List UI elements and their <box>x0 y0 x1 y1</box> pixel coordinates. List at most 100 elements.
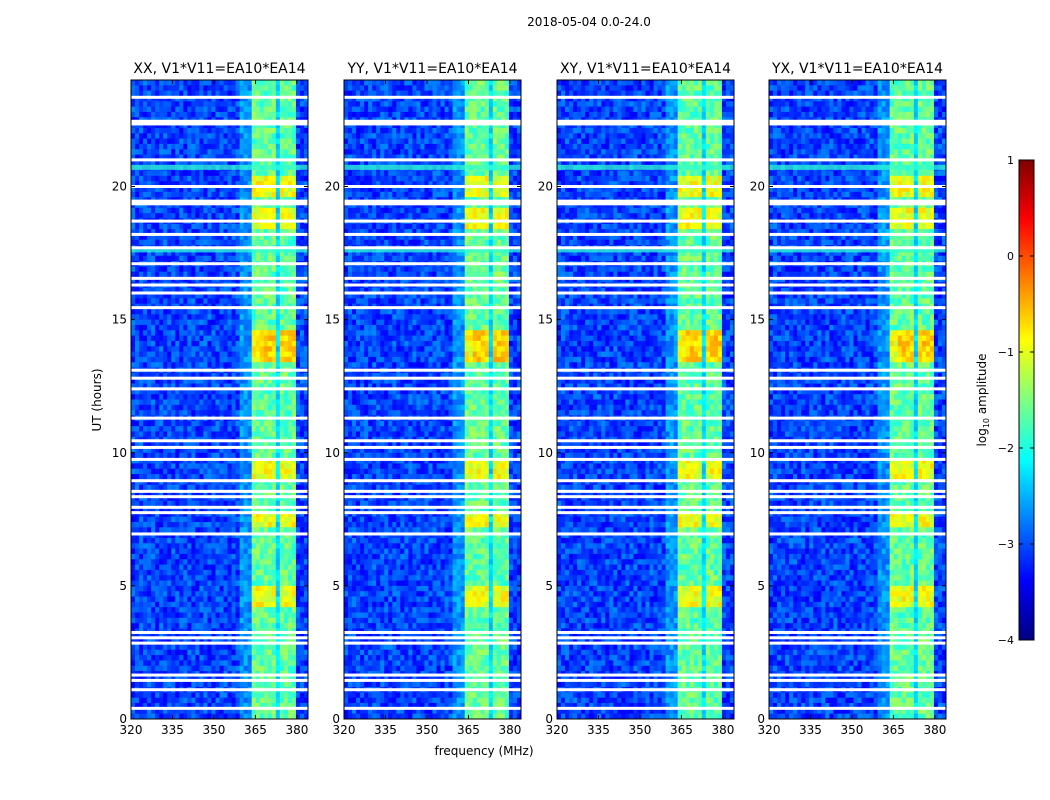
flagged-row <box>131 376 308 380</box>
flagged-row <box>769 232 946 236</box>
flagged-row <box>557 641 734 645</box>
y-tick-label: 0 <box>332 712 340 726</box>
flagged-row <box>344 495 521 499</box>
flagged-row <box>131 199 308 203</box>
x-tick-label: 320 <box>546 723 569 737</box>
flagged-row <box>557 489 734 493</box>
flagged-row <box>557 185 734 188</box>
flagged-row <box>769 122 946 126</box>
colorbar-tick-label: −2 <box>998 442 1014 455</box>
flagged-row <box>769 445 946 449</box>
rfi-row <box>557 164 734 170</box>
y-tick-label: 10 <box>325 446 340 460</box>
flagged-row <box>557 119 734 123</box>
heatmap-cells <box>769 80 946 719</box>
colorbar-tick-label: −1 <box>998 346 1014 359</box>
flagged-row <box>131 232 308 236</box>
rfi-row <box>769 164 946 170</box>
flagged-row <box>344 489 521 493</box>
y-tick-label: 5 <box>545 579 553 593</box>
flagged-row <box>131 387 308 391</box>
flagged-row <box>557 457 734 461</box>
flagged-row <box>131 283 308 287</box>
flagged-row <box>557 688 734 692</box>
y-tick-label: 15 <box>112 313 127 327</box>
flagged-row <box>557 276 734 280</box>
rfi-row <box>344 247 521 253</box>
y-tick-label: 20 <box>325 180 340 194</box>
flagged-row <box>557 376 734 380</box>
x-tick-label: 380 <box>498 723 521 737</box>
panel-yy: YY, V1*V11=EA10*EA14 320 335 350 365 380 0 5 10 1… <box>325 61 522 737</box>
flagged-row <box>344 505 521 509</box>
y-tick-label: 0 <box>119 712 127 726</box>
x-tick-label: 320 <box>120 723 143 737</box>
heatmap-cells <box>131 80 308 719</box>
x-tick-label: 380 <box>923 723 946 737</box>
flagged-row <box>131 439 308 443</box>
flagged-row <box>344 202 521 206</box>
flagged-row <box>557 283 734 287</box>
flagged-row <box>557 306 734 310</box>
flagged-row <box>131 457 308 461</box>
flagged-row <box>344 219 521 223</box>
y-tick-label: 15 <box>538 313 553 327</box>
flagged-row <box>769 368 946 372</box>
flagged-row <box>344 306 521 310</box>
flagged-row <box>769 219 946 223</box>
flagged-row <box>131 262 308 266</box>
flagged-row <box>344 276 521 280</box>
flagged-row <box>769 630 946 634</box>
flagged-row <box>344 122 521 126</box>
flagged-row <box>557 479 734 483</box>
x-tick-label: 365 <box>244 723 267 737</box>
flagged-row <box>769 511 946 515</box>
flagged-row <box>557 505 734 509</box>
flagged-row <box>131 532 308 536</box>
flagged-row <box>131 276 308 280</box>
flagged-row <box>131 630 308 634</box>
flagged-row <box>557 495 734 499</box>
y-tick-label: 5 <box>332 579 340 593</box>
flagged-row <box>131 158 308 162</box>
flagged-row <box>131 95 308 99</box>
flagged-row <box>557 678 734 682</box>
flagged-row <box>557 416 734 420</box>
flagged-row <box>557 636 734 640</box>
heatmap-cells <box>344 80 521 719</box>
x-tick-label: 350 <box>203 723 226 737</box>
flagged-row <box>769 416 946 420</box>
y-tick-label: 20 <box>112 180 127 194</box>
flagged-row <box>131 185 308 188</box>
flagged-row <box>769 276 946 280</box>
flagged-row <box>344 368 521 372</box>
flagged-row <box>557 630 734 634</box>
flagged-row <box>769 262 946 266</box>
figure-title: 2018-05-04 0.0-24.0 <box>527 15 651 29</box>
panel-frame <box>343 79 522 720</box>
flagged-row <box>344 445 521 449</box>
y-tick-label: 5 <box>119 579 127 593</box>
flagged-row <box>131 678 308 682</box>
flagged-row <box>769 495 946 499</box>
flagged-row <box>769 202 946 206</box>
y-tick-label: 10 <box>112 446 127 460</box>
flagged-row <box>131 489 308 493</box>
panel-title: YY, V1*V11=EA10*EA14 <box>346 61 517 77</box>
flagged-row <box>131 636 308 640</box>
x-tick-label: 335 <box>587 723 610 737</box>
colorbar-gradient <box>1018 159 1035 641</box>
flagged-row <box>769 283 946 287</box>
flagged-row <box>131 306 308 310</box>
panel-frame <box>768 79 947 720</box>
flagged-row <box>557 95 734 99</box>
flagged-row <box>769 532 946 536</box>
flagged-row <box>769 119 946 123</box>
flagged-row <box>131 641 308 645</box>
x-tick-label: 380 <box>711 723 734 737</box>
flagged-row <box>131 688 308 692</box>
flagged-row <box>557 368 734 372</box>
rfi-row <box>131 164 308 170</box>
flagged-row <box>557 387 734 391</box>
